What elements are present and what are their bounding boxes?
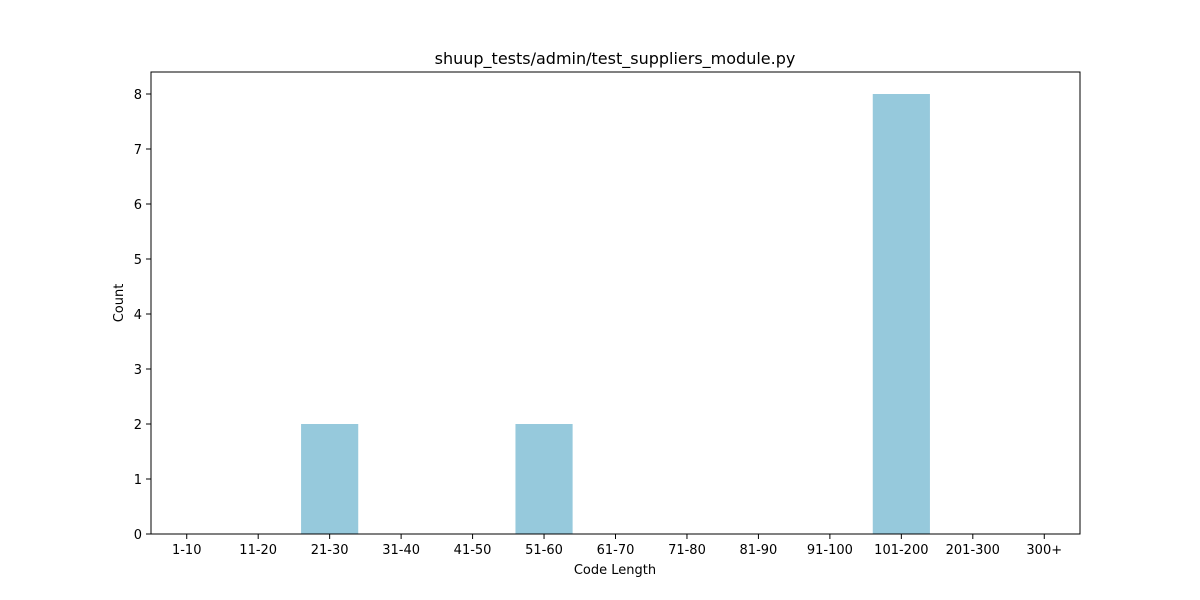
x-tick-label: 61-70 <box>597 543 635 558</box>
x-tick-label: 91-100 <box>807 543 853 558</box>
y-axis-label: Count <box>112 284 127 323</box>
bar-21-30 <box>301 424 359 534</box>
x-tick-label: 31-40 <box>382 543 420 558</box>
chart-title: shuup_tests/admin/test_suppliers_module.… <box>435 49 796 69</box>
y-tick-label: 8 <box>134 88 142 103</box>
x-tick-label: 11-20 <box>239 543 277 558</box>
x-tick-label: 71-80 <box>668 543 706 558</box>
x-tick-label: 1-10 <box>172 543 202 558</box>
y-tick-label: 0 <box>134 528 142 543</box>
y-tick-label: 3 <box>134 363 142 378</box>
bars-group <box>301 94 930 534</box>
x-tick-label: 101-200 <box>874 543 928 558</box>
x-tick-label: 41-50 <box>454 543 492 558</box>
x-tick-label: 300+ <box>1026 543 1062 558</box>
x-tick-label: 21-30 <box>311 543 349 558</box>
y-tick-label: 1 <box>134 473 142 488</box>
y-axis-ticks: 0 1 2 3 4 5 6 7 8 <box>134 88 151 543</box>
bar-51-60 <box>515 424 573 534</box>
x-axis-label: Code Length <box>574 563 656 578</box>
y-tick-label: 4 <box>134 308 142 323</box>
y-tick-label: 7 <box>134 143 142 158</box>
plot-frame <box>150 71 1081 535</box>
x-tick-label: 81-90 <box>740 543 778 558</box>
y-tick-label: 5 <box>134 253 142 268</box>
x-tick-label: 201-300 <box>946 543 1000 558</box>
bar-101-200 <box>872 94 930 534</box>
x-axis-ticks: 1-10 11-20 21-30 31-40 41-50 51-60 61-70 71-80 8… <box>172 534 1062 558</box>
x-tick-label: 51-60 <box>525 543 563 558</box>
y-tick-label: 6 <box>134 198 142 213</box>
y-tick-label: 2 <box>134 418 142 433</box>
